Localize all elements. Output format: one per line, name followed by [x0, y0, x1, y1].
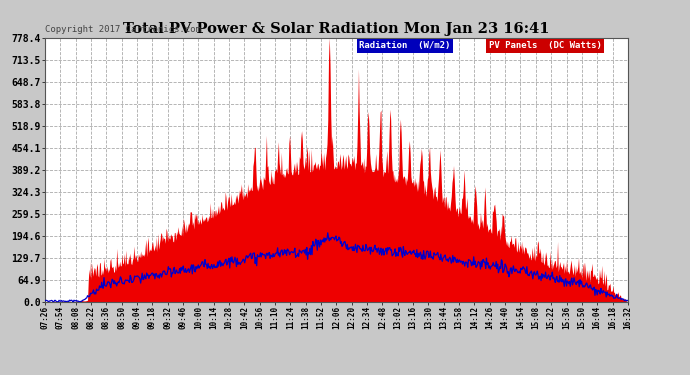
Text: PV Panels  (DC Watts): PV Panels (DC Watts)	[489, 42, 602, 51]
Title: Total PV Power & Solar Radiation Mon Jan 23 16:41: Total PV Power & Solar Radiation Mon Jan…	[123, 22, 550, 36]
Text: Copyright 2017 Cartronics.com: Copyright 2017 Cartronics.com	[45, 25, 201, 34]
Text: Radiation  (W/m2): Radiation (W/m2)	[359, 42, 451, 51]
